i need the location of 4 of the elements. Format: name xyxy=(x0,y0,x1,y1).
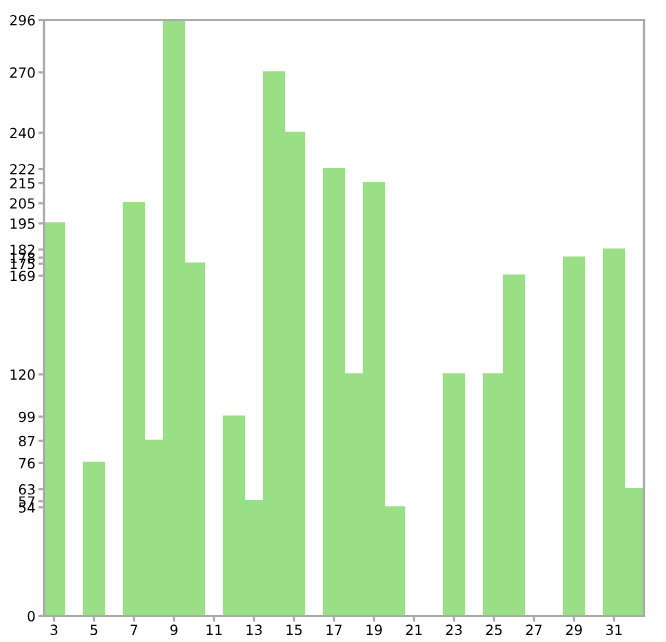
bar xyxy=(442,373,466,616)
bar xyxy=(44,222,66,616)
bar xyxy=(82,461,106,616)
bar xyxy=(562,256,586,616)
